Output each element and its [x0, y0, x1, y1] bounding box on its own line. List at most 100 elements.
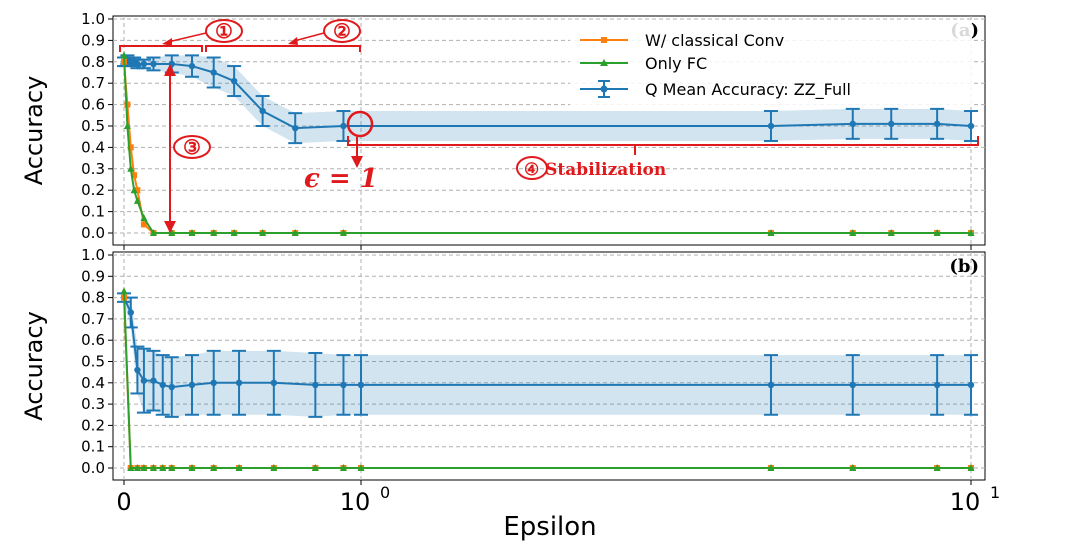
- data-point-conv-a: [140, 221, 147, 228]
- legend-q-marker: [600, 85, 608, 93]
- data-point-fc-a: [120, 51, 128, 59]
- data-point-fc-b: [168, 464, 176, 471]
- x-axis-label: Epsilon: [503, 512, 596, 542]
- y-axis-label-b: Accuracy: [20, 311, 48, 421]
- data-point-fc-b: [767, 464, 775, 471]
- legend-fc-marker: [600, 59, 608, 66]
- data-point-conv-a: [127, 144, 134, 151]
- confidence-band-a: [124, 55, 971, 144]
- data-point-fc-b: [210, 464, 218, 471]
- data-point-fc-a: [933, 229, 941, 236]
- data-point-fc-b: [967, 464, 975, 471]
- plot-frame-b: [112, 251, 986, 481]
- y-axis-label-a: Accuracy: [20, 76, 48, 186]
- legend: W/ classical Conv Only FC Q Mean Accurac…: [570, 22, 972, 106]
- legend-conv-label: W/ classical Conv: [645, 31, 784, 50]
- data-point-q-a: [933, 120, 941, 128]
- y-tick-label-b: 1.0: [81, 246, 105, 264]
- data-point-q-a: [230, 77, 238, 85]
- data-point-fc-a: [123, 122, 131, 129]
- panel-a: 0.0 0.1 0.2 0.3 0.4 0.5 0.6 0.7 0.8 0.9 1.0 Accurac…: [20, 10, 986, 250]
- data-point-fc-b: [270, 464, 278, 471]
- x-tick-label-exponent-1: 0: [380, 483, 390, 502]
- data-point-fc-b: [933, 464, 941, 471]
- data-point-fc-a: [767, 229, 775, 236]
- data-point-q-a: [259, 107, 266, 115]
- data-point-conv-a: [131, 172, 138, 179]
- y-tick-label-b: 0.5: [81, 353, 105, 371]
- annotation-1-arrow: [167, 32, 207, 43]
- y-tick-label-b: 0.8: [81, 289, 105, 307]
- annotation-1-arrowhead: [162, 38, 172, 46]
- data-point-q-a: [150, 60, 157, 68]
- data-point-q-b: [159, 381, 166, 389]
- data-point-fc-a: [339, 229, 347, 236]
- data-point-q-b: [168, 383, 175, 391]
- data-point-q-b: [127, 309, 134, 316]
- legend-fc-label: Only FC: [645, 54, 707, 73]
- data-point-fc-b: [235, 464, 243, 471]
- x-tick-label-0: 0: [116, 488, 131, 516]
- data-point-fc-a: [887, 229, 895, 236]
- data-point-fc-b: [149, 464, 157, 471]
- y-tick-label-a: 0.4: [81, 138, 105, 156]
- annotation-1-label: ①: [215, 19, 233, 43]
- annotation-3-label: ③: [183, 135, 201, 159]
- y-tick-label-a: 0.7: [81, 74, 105, 92]
- data-point-fc-a: [967, 229, 975, 236]
- epsilon-arrowhead: [351, 156, 363, 168]
- data-point-fc-a: [133, 196, 141, 204]
- data-point-fc-a: [127, 164, 135, 172]
- annotation-2-arrow: [293, 32, 325, 42]
- data-point-fc-b: [127, 464, 135, 471]
- data-point-q-b: [150, 377, 157, 384]
- legend-q-label: Q Mean Accuracy: ZZ_Full: [645, 80, 851, 100]
- data-point-q-b: [312, 381, 319, 389]
- annotation-3-circle: [173, 135, 211, 159]
- y-tick-label-a: 0.3: [81, 160, 105, 178]
- y-tick-label-a: 0.5: [81, 117, 105, 135]
- y-tick-label-b: 0.4: [81, 374, 105, 392]
- y-tick-label-a: 0.6: [81, 96, 105, 114]
- annotation-4-label: ④ Stabilization: [524, 160, 666, 180]
- data-point-fc-b: [133, 464, 141, 471]
- bracket-2: [205, 45, 361, 52]
- data-point-fc-b: [357, 464, 365, 471]
- data-point-q-a: [888, 120, 895, 128]
- data-point-q-a: [210, 69, 217, 76]
- x-tick-label-exponent-10: 1: [990, 483, 1000, 502]
- data-point-fc-b: [159, 464, 167, 471]
- epsilon-label: ϵ = 1: [304, 164, 378, 194]
- data-point-q-a: [140, 60, 148, 68]
- y-tick-label-b: 0.7: [81, 310, 105, 328]
- data-point-q-b: [235, 379, 243, 386]
- plot-frame-a: [112, 15, 986, 246]
- y-tick-label-a: 0.9: [81, 31, 105, 49]
- annotation-1-circle: [205, 19, 243, 43]
- data-point-q-b: [967, 381, 975, 389]
- annotation-3-arrowhead-top: [164, 64, 176, 76]
- legend-box: [570, 22, 972, 106]
- legend-conv-marker: [601, 37, 607, 43]
- annotation-2-label: ②: [333, 19, 351, 43]
- y-tick-label-a: 0.8: [81, 53, 105, 71]
- data-point-fc-a: [149, 229, 157, 236]
- y-tick-label-b: 0.9: [81, 267, 105, 285]
- data-point-conv-a: [124, 101, 131, 108]
- x-tick-label-1: 10: [340, 488, 371, 516]
- data-point-q-b: [140, 377, 148, 384]
- data-point-fc-a: [230, 229, 238, 236]
- y-tick-label-a: 0.0: [81, 224, 105, 242]
- annotation-4-circle: [516, 156, 548, 180]
- data-point-q-b: [134, 366, 141, 374]
- annotations: ① ② ③ ϵ = 1 ④ Stabilization: [119, 19, 979, 233]
- data-point-fc-a: [168, 229, 176, 236]
- annotation-2-arrowhead: [288, 37, 298, 45]
- annotation-2-circle: [323, 19, 361, 43]
- data-point-q-b: [357, 381, 365, 389]
- data-point-q-a: [292, 124, 299, 132]
- data-point-q-b: [210, 379, 217, 386]
- data-point-fc-b: [188, 464, 196, 471]
- data-point-fc-b: [120, 287, 128, 295]
